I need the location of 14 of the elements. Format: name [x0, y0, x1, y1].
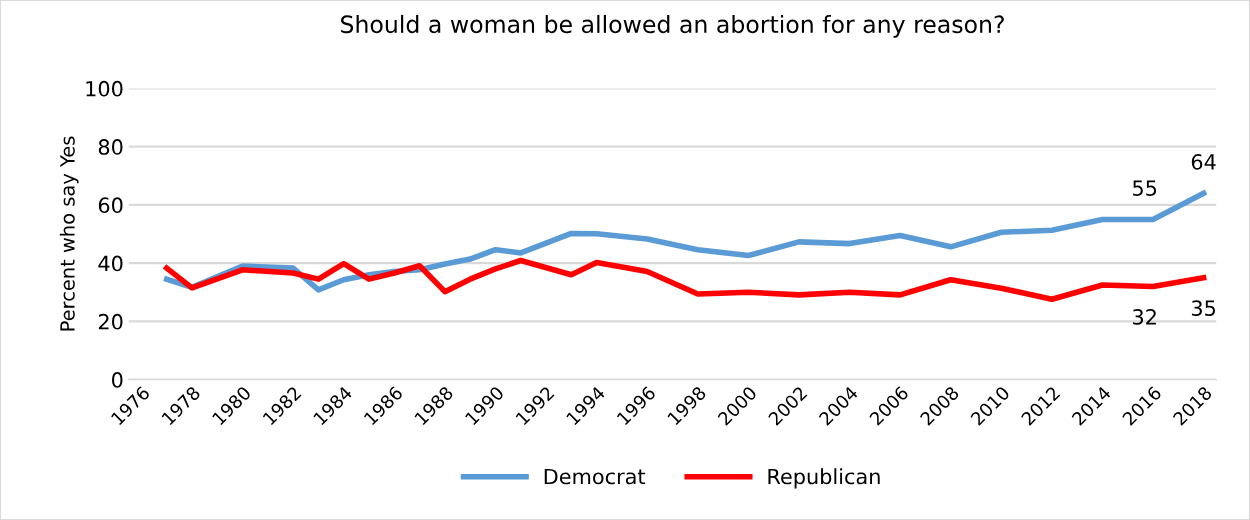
y-axis-title: Percent who say Yes [59, 136, 79, 331]
data-label: 32 [1133, 309, 1156, 325]
data-label: 64 [1191, 153, 1216, 170]
y-tick-label: 100 [86, 80, 123, 97]
legend-label: Republican [768, 468, 880, 489]
legend-label: Democrat [544, 468, 646, 485]
chart-title: Should a woman be allowed an abortion for any reason? [341, 14, 1004, 38]
y-tick-label: 20 [98, 313, 123, 330]
y-tick-label: 40 [98, 255, 123, 272]
data-label: 35 [1191, 300, 1216, 317]
y-tick-label: 60 [98, 197, 123, 214]
y-tick-label: 80 [98, 139, 123, 155]
data-label: 55 [1133, 180, 1157, 196]
y-tick-label: 0 [112, 372, 123, 388]
